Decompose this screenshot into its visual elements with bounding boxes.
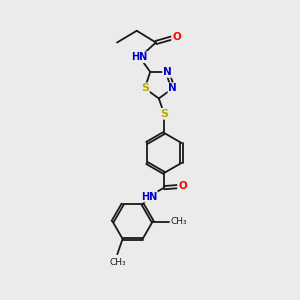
Text: N: N [169, 83, 177, 93]
Text: N: N [163, 67, 172, 77]
Text: CH₃: CH₃ [170, 217, 187, 226]
Text: O: O [178, 181, 187, 191]
Text: CH₃: CH₃ [109, 258, 126, 267]
Text: O: O [172, 32, 181, 42]
Text: HN: HN [141, 191, 157, 202]
Text: S: S [160, 109, 168, 119]
Text: S: S [141, 83, 149, 93]
Text: HN: HN [132, 52, 148, 62]
